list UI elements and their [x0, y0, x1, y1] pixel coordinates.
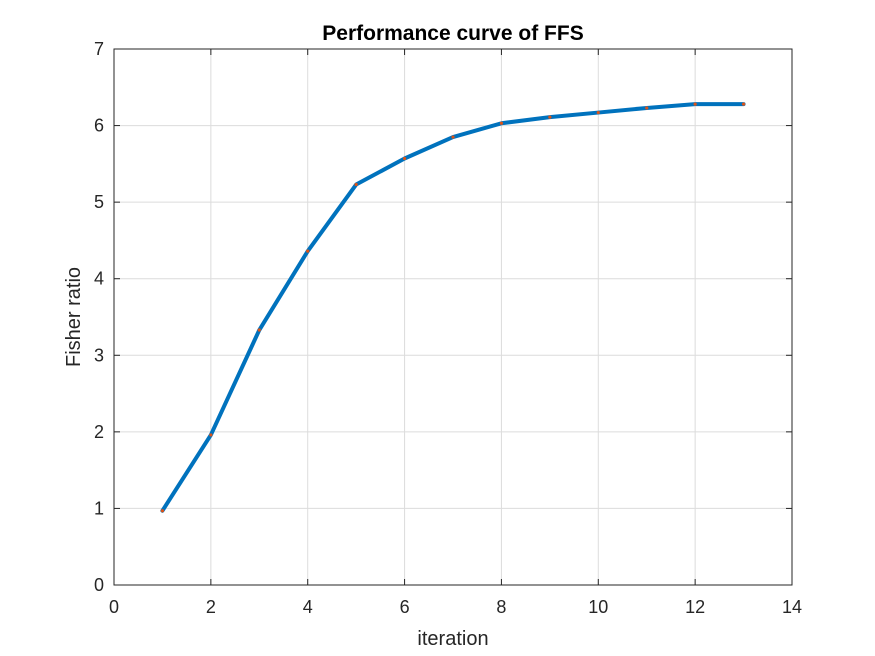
x-tick-label: 0: [109, 597, 119, 617]
chart-title: Performance curve of FFS: [322, 22, 583, 45]
data-point: [741, 102, 746, 106]
data-point: [402, 156, 407, 161]
data-point: [596, 110, 600, 115]
data-point: [499, 121, 504, 125]
data-point: [306, 249, 310, 253]
data-point: [354, 182, 358, 187]
data-point: [548, 115, 552, 119]
data-point: [209, 433, 213, 437]
y-tick-label: 6: [94, 116, 104, 136]
y-tick-label: 2: [94, 422, 104, 442]
data-point: [693, 102, 697, 106]
x-tick-label: 4: [303, 597, 313, 617]
x-tick-label: 8: [496, 597, 506, 617]
y-tick-label: 4: [94, 269, 104, 289]
grid: [114, 49, 792, 585]
data-point: [451, 135, 455, 139]
y-tick-label: 3: [94, 345, 104, 365]
data-point: [257, 328, 261, 332]
plot-border: [113, 48, 793, 586]
x-tick-label: 2: [206, 597, 216, 617]
y-tick-label: 7: [94, 39, 104, 59]
y-tick-label: 1: [94, 498, 104, 518]
y-tick-label: 0: [94, 575, 104, 595]
x-tick-label: 14: [782, 597, 802, 617]
x-tick-label: 12: [685, 597, 705, 617]
y-tick-label: 5: [94, 192, 104, 212]
series-layer: [160, 102, 746, 513]
plot-area: [113, 48, 793, 586]
x-axis-label: iteration: [417, 628, 488, 650]
y-axis-label: Fisher ratio: [63, 267, 85, 367]
x-tick-label: 10: [588, 597, 608, 617]
data-point: [160, 509, 165, 513]
data-point: [645, 106, 649, 110]
x-tick-label: 6: [400, 597, 410, 617]
